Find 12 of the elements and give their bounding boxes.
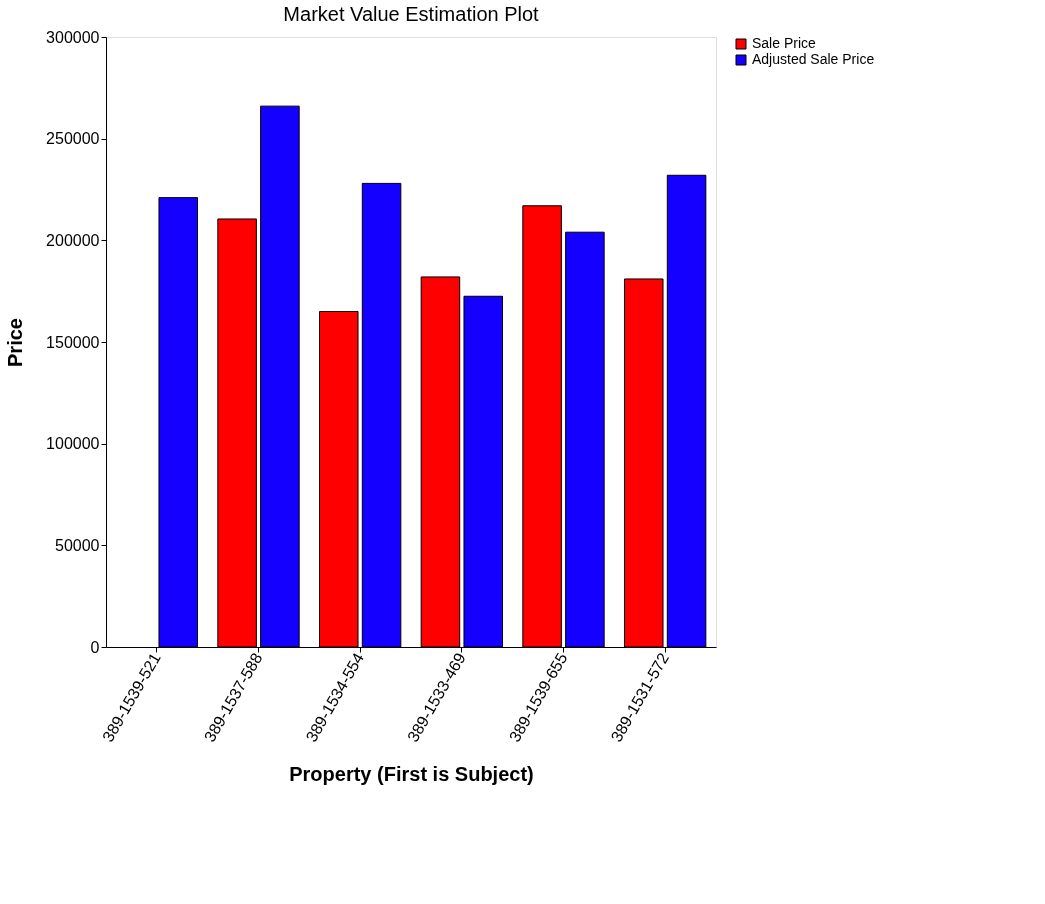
y-tick-label: 50000 [55, 536, 100, 554]
y-tick-label: 250000 [46, 130, 100, 148]
x-axis-title: Property (First is Subject) [289, 762, 534, 785]
legend-label: Sale Price [752, 35, 817, 51]
y-tick-label: 200000 [46, 231, 100, 249]
y-tick-label: 0 [90, 638, 100, 656]
y-tick-label: 300000 [46, 28, 100, 46]
chart-title: Market Value Estimation Plot [283, 3, 540, 25]
y-tick-label: 100000 [46, 435, 100, 453]
legend-label: Adjusted Sale Price [752, 51, 875, 67]
y-tick-label: 150000 [46, 333, 100, 351]
y-axis-title: Price [4, 318, 27, 367]
